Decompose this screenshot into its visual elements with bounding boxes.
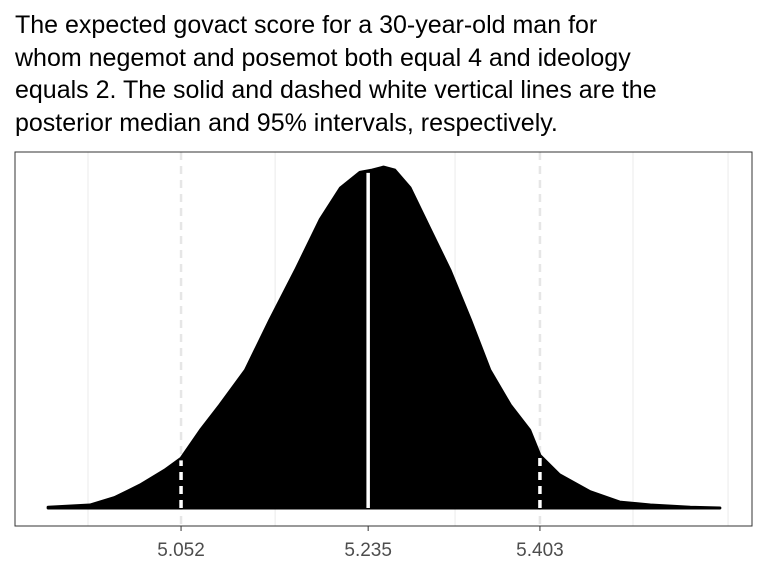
x-tick-label: 5.235 <box>344 540 392 561</box>
density-area <box>46 165 722 510</box>
title-line: The expected govact score for a 30-year-… <box>15 11 597 39</box>
title-line: equals 2. The solid and dashed white ver… <box>15 76 657 104</box>
title-line: posterior median and 95% intervals, resp… <box>15 109 558 137</box>
title-line: whom negemot and posemot both equal 4 an… <box>14 44 631 72</box>
panel-border <box>14 151 753 527</box>
x-tick-label: 5.052 <box>157 540 205 561</box>
x-tick-label: 5.403 <box>516 540 564 561</box>
